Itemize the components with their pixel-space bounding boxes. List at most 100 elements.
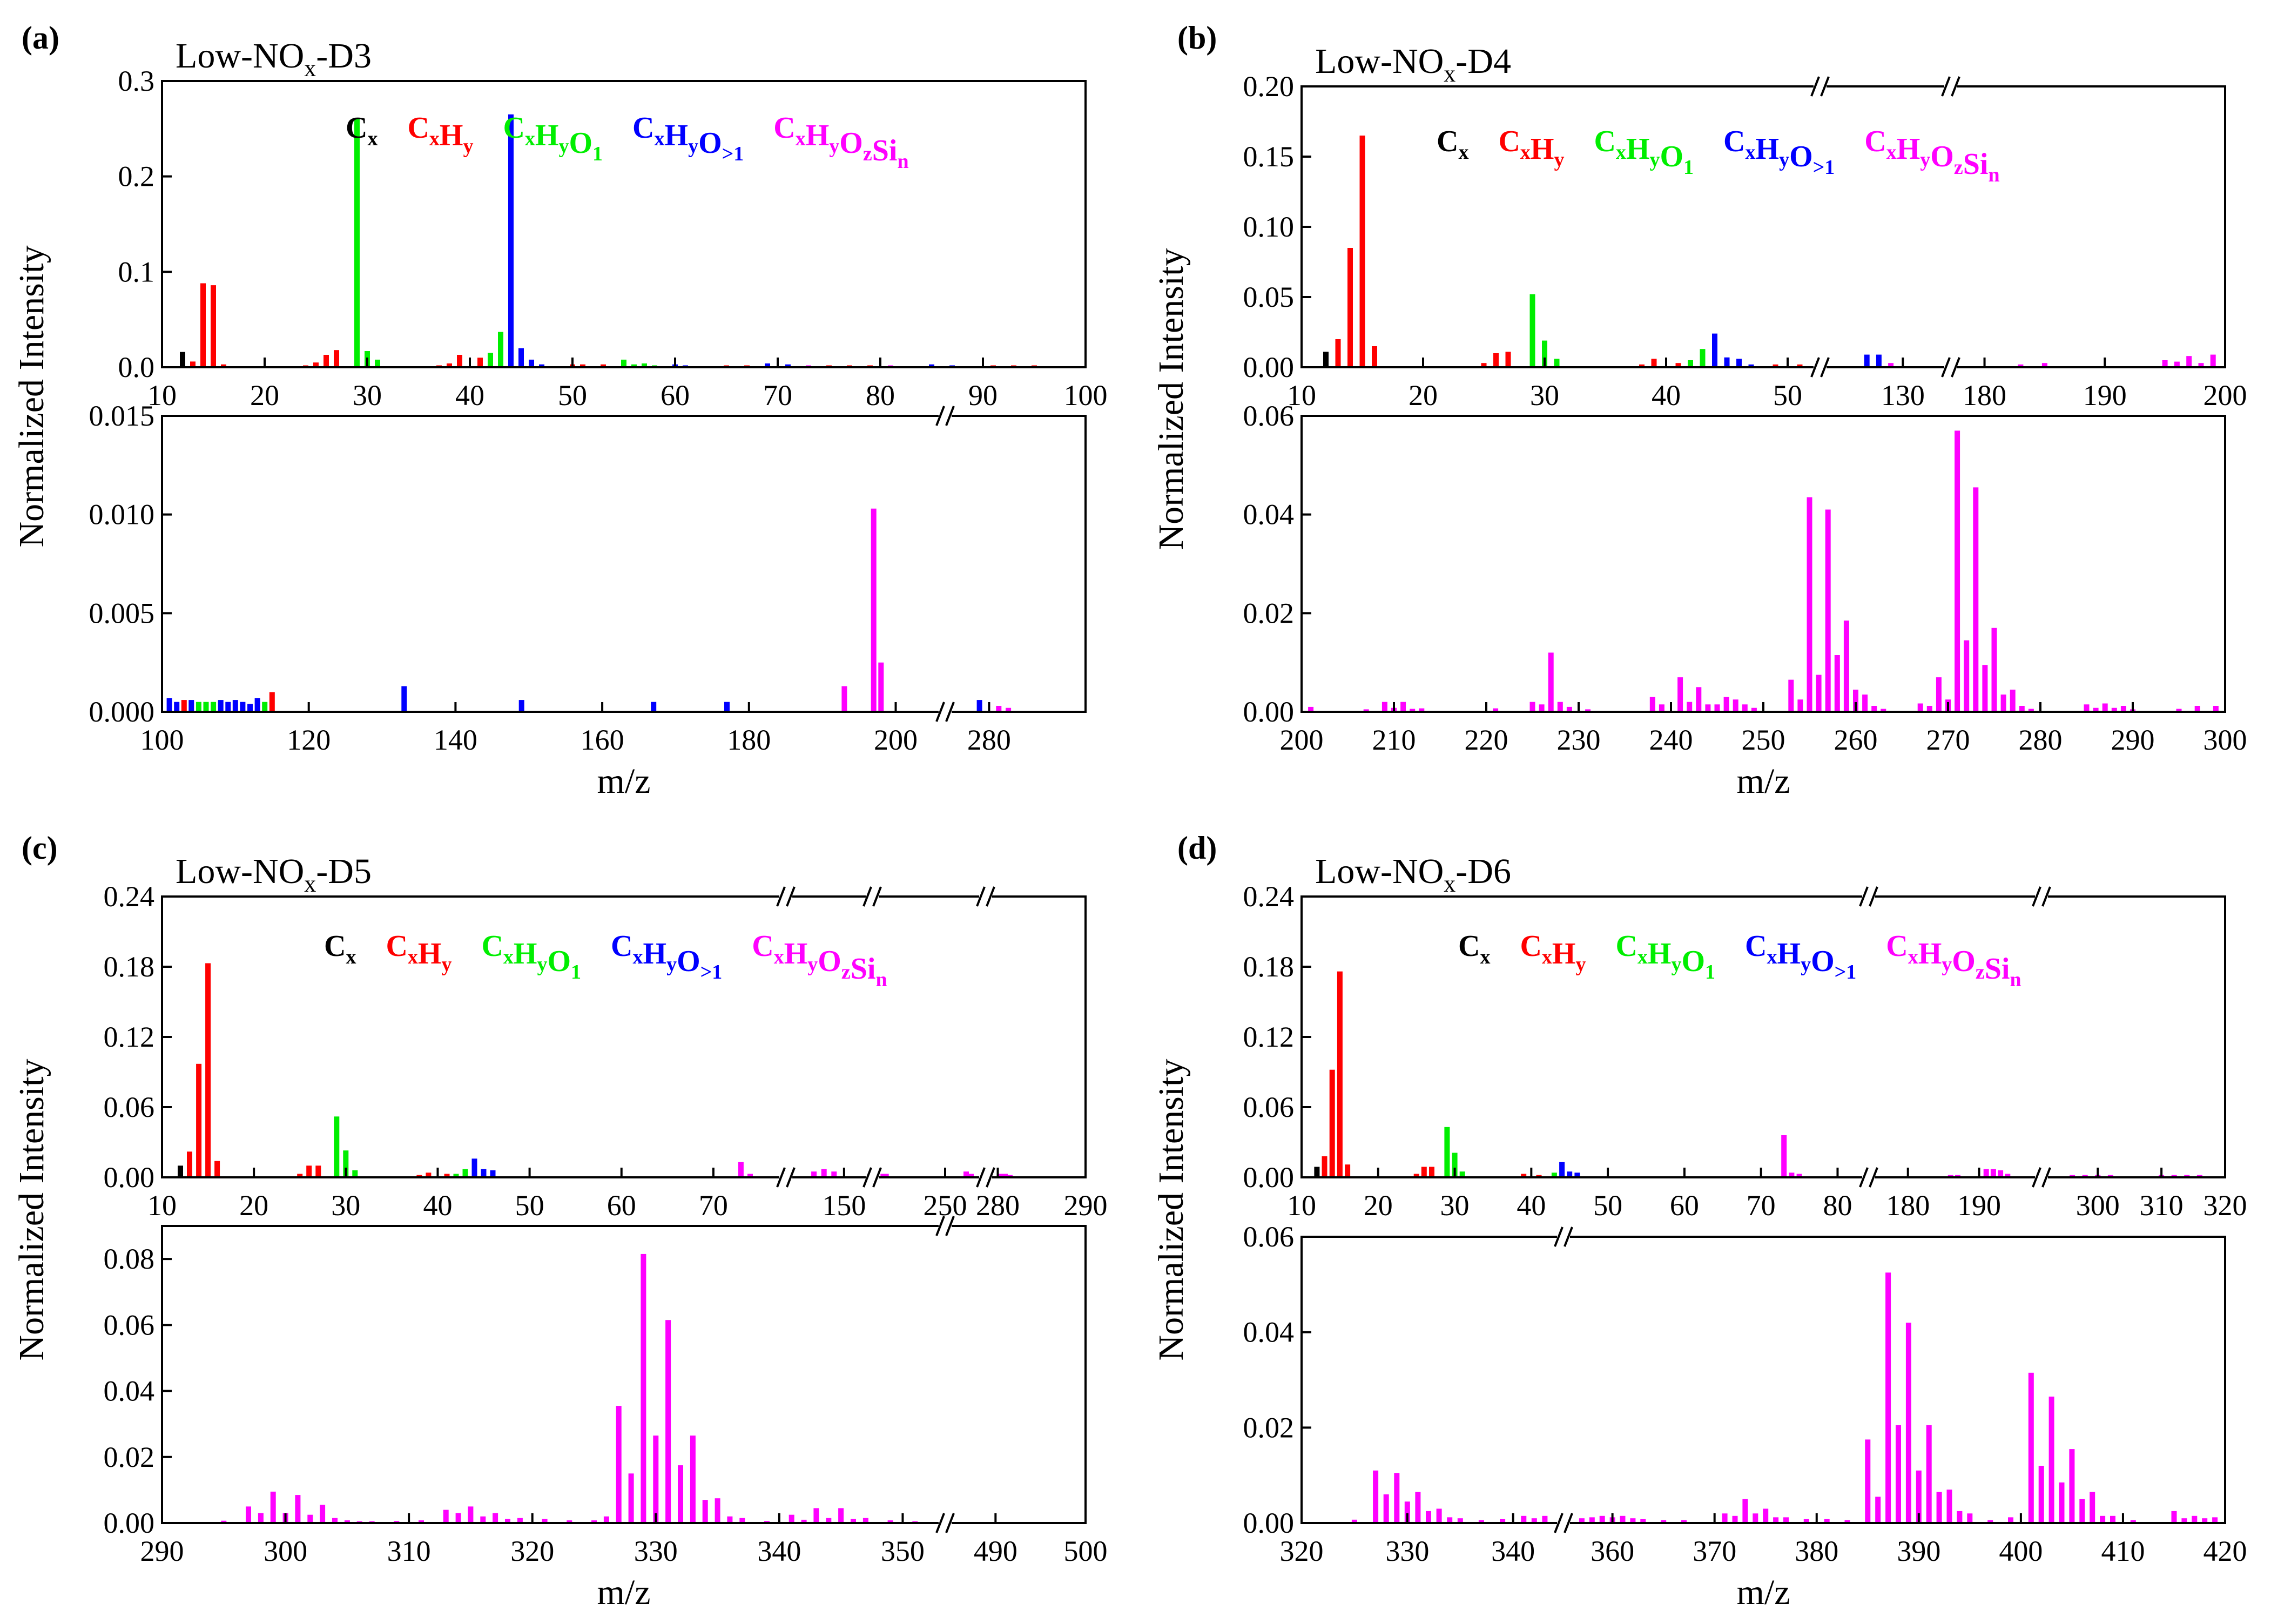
panel-a-title: Low-NOx-D3 bbox=[176, 36, 372, 82]
panel-b-bottom-bar-mz231 bbox=[1585, 709, 1591, 712]
panel-b-bottom-bar-mz269 bbox=[1936, 677, 1942, 712]
panel-d-top-xtick-label: 80 bbox=[1823, 1189, 1852, 1222]
panel-c-top-xtick-label: 290 bbox=[1064, 1189, 1108, 1222]
panel-d-bottom-bar-mz372 bbox=[1732, 1515, 1738, 1524]
panel-c-top-bar-mz285 bbox=[1007, 1175, 1013, 1177]
panel-c-bottom-xtick-label: 350 bbox=[881, 1535, 925, 1567]
panel-d-bottom-bar-mz385 bbox=[1865, 1439, 1871, 1523]
panel-b-top-axis-break-bottom-1-slash-2 bbox=[1951, 357, 1960, 378]
panel-b-top-bar-mz128 bbox=[1876, 354, 1882, 367]
panel-c-bottom-bar-mz333 bbox=[690, 1436, 696, 1523]
panel-d-bottom-bar-mz333 bbox=[1436, 1508, 1442, 1523]
panel-b-bottom-bar-mz274 bbox=[1982, 665, 1988, 712]
panel-b-top-xtick-label: 190 bbox=[2083, 379, 2127, 412]
panel-d-bottom-bar-mz367 bbox=[1681, 1520, 1687, 1523]
panel-c-bottom-bar-mz303 bbox=[320, 1505, 326, 1523]
panel-c-top-xtick-label: 150 bbox=[822, 1189, 866, 1222]
panel-c-top-ytick-label: 0.12 bbox=[104, 1021, 155, 1053]
panel-c-bottom-bar-mz325 bbox=[591, 1520, 597, 1523]
panel-b-bottom-bar-mz289 bbox=[2120, 706, 2126, 712]
panel-c-bottom-bar-mz301 bbox=[295, 1495, 301, 1523]
panel-b-top-axis-break-bottom-0-slash-2 bbox=[1820, 357, 1830, 378]
panel-c-bottom-bar-mz311 bbox=[419, 1520, 424, 1523]
panel-c-bottom-bar-mz328 bbox=[628, 1473, 634, 1523]
panel-b-top-bar-mz15 bbox=[1359, 136, 1365, 367]
panel-c-bottom-bar-mz318 bbox=[505, 1519, 510, 1523]
panel-d-bottom-ytick-label: 0.06 bbox=[1243, 1221, 1295, 1253]
panel-c-bottom-ytick-label: 0.06 bbox=[104, 1309, 155, 1341]
panel-b-top-xtick-label: 10 bbox=[1287, 379, 1316, 412]
panel-d-bottom-bar-mz402 bbox=[2038, 1466, 2044, 1523]
panel-b-bottom-ytick-label: 0.06 bbox=[1243, 400, 1295, 432]
panel-b-bottom-xtick-label: 270 bbox=[1926, 724, 1970, 756]
panel-a-top-bar-mz53 bbox=[601, 364, 606, 367]
panel-b-bottom-bar-mz201 bbox=[1308, 706, 1314, 712]
panel-a-y-axis-title: Normalized Intensity bbox=[12, 245, 51, 547]
panel-b-bottom-bar-mz239 bbox=[1659, 704, 1664, 712]
panel-c-bottom-xtick-label: 340 bbox=[757, 1535, 801, 1567]
panel-d-bottom-bar-mz342 bbox=[1531, 1518, 1537, 1523]
panel-d-bottom-bar-mz405 bbox=[2069, 1449, 2075, 1523]
panel-d-bottom-bar-mz389 bbox=[1905, 1323, 1911, 1523]
panel-c-bottom-bar-mz347 bbox=[862, 1518, 868, 1523]
panel-d-top-bar-mz302 bbox=[2107, 1175, 2113, 1177]
panel-d-top-xtick-label: 320 bbox=[2203, 1189, 2247, 1222]
panel-d-top-bar-mz29 bbox=[1444, 1127, 1450, 1177]
panel-d-top-bar-mz316 bbox=[2196, 1175, 2202, 1177]
panel-b-top-ytick-label: 0.10 bbox=[1243, 211, 1295, 243]
panel-a-top-bar-mz43 bbox=[498, 332, 503, 367]
panel-d-top-bar-mz26 bbox=[1421, 1167, 1427, 1177]
panel-b-top-bar-mz30 bbox=[1542, 340, 1547, 367]
panel-c-top-bar-mz12 bbox=[178, 1165, 183, 1177]
panel-d-bottom-bar-mz407 bbox=[2090, 1492, 2095, 1523]
panel-c-bottom-bar-mz314 bbox=[455, 1513, 461, 1523]
panel-d-bottom-bar-mz334 bbox=[1447, 1517, 1453, 1523]
panel-b-top-bar-mz12 bbox=[1323, 352, 1329, 367]
panel-c-top-xtick-label: 40 bbox=[423, 1189, 452, 1222]
panel-d-bottom-xtick-label: 400 bbox=[1999, 1535, 2043, 1567]
panel-a-bottom-bar-mz107 bbox=[211, 702, 217, 712]
panel-d-top-bar-mz194 bbox=[2005, 1174, 2011, 1177]
panel-c-bottom-bar-mz305 bbox=[344, 1520, 350, 1523]
panel-d-top-ytick-label: 0.12 bbox=[1243, 1021, 1295, 1053]
panel-c-bottom-ytick-label: 0.02 bbox=[104, 1441, 155, 1473]
panel-b-bottom-bar-mz261 bbox=[1862, 695, 1868, 712]
panel-d-bottom-bar-mz379 bbox=[1803, 1519, 1809, 1523]
panel-b-top-bar-mz183 bbox=[2018, 364, 2024, 367]
panel-b-legend-entry-3: CxHyO>1 bbox=[1723, 125, 1835, 179]
panel-b-top-bar-mz41 bbox=[1675, 363, 1681, 367]
panel-c-legend-entry-2: CxHyO1 bbox=[481, 929, 581, 983]
panel-c-top-axis-break-top-2-slash-2 bbox=[986, 886, 995, 907]
panel-d-bottom-bar-mz375 bbox=[1763, 1508, 1769, 1523]
panel-b-top-ytick-label: 0.15 bbox=[1243, 140, 1295, 173]
panel-b-bottom-bar-mz213 bbox=[1419, 708, 1425, 712]
panel-c-top-axis-break-bottom-2-slash-2 bbox=[986, 1167, 995, 1188]
panel-a-bottom-xtick-label: 140 bbox=[434, 724, 477, 756]
panel-b-bottom-xtick-label: 230 bbox=[1557, 724, 1601, 756]
panel-b-letter: (b) bbox=[1177, 20, 1217, 56]
panel-b-bottom-bar-mz244 bbox=[1705, 704, 1711, 712]
panel-c-bottom-bar-mz331 bbox=[665, 1320, 671, 1523]
panel-d-bottom-bar-mz373 bbox=[1742, 1499, 1748, 1523]
panel-d-top-xtick-label: 50 bbox=[1593, 1189, 1622, 1222]
panel-d-bottom-bar-mz390 bbox=[1916, 1470, 1922, 1523]
panel-b-bottom-bar-mz288 bbox=[2111, 707, 2117, 712]
panel-a-bottom-bar-mz114 bbox=[262, 702, 268, 712]
panel-c-top-xtick-label: 50 bbox=[515, 1189, 544, 1222]
panel-a-legend-entry-1: CxHy bbox=[407, 111, 473, 158]
panel-a-bottom-bar-mz115 bbox=[269, 692, 275, 712]
panel-c-bottom-bar-mz346 bbox=[851, 1519, 856, 1523]
panel-a-legend-entry-4: CxHyOzSin bbox=[773, 111, 908, 173]
panel-b-bottom-bar-mz241 bbox=[1677, 677, 1683, 712]
panel-a-top-bar-mz25 bbox=[313, 362, 319, 367]
panel-d-bottom-xtick-label: 410 bbox=[2101, 1535, 2145, 1567]
panel-b-bottom-ytick-label: 0.00 bbox=[1243, 696, 1295, 728]
panel-b-bottom-ytick-label: 0.02 bbox=[1243, 597, 1295, 629]
panel-a-top-bar-mz44 bbox=[508, 114, 514, 368]
panel-a-top-frame bbox=[161, 80, 1087, 368]
panel-c-legend-entry-1: CxHy bbox=[386, 929, 451, 976]
panel-b-bottom-bar-mz258 bbox=[1834, 655, 1840, 712]
panel-a-bottom-bar-mz177 bbox=[724, 702, 730, 712]
panel-a-top-bar-mz45 bbox=[518, 348, 524, 367]
panel-d-top-bar-mz41 bbox=[1536, 1175, 1542, 1177]
